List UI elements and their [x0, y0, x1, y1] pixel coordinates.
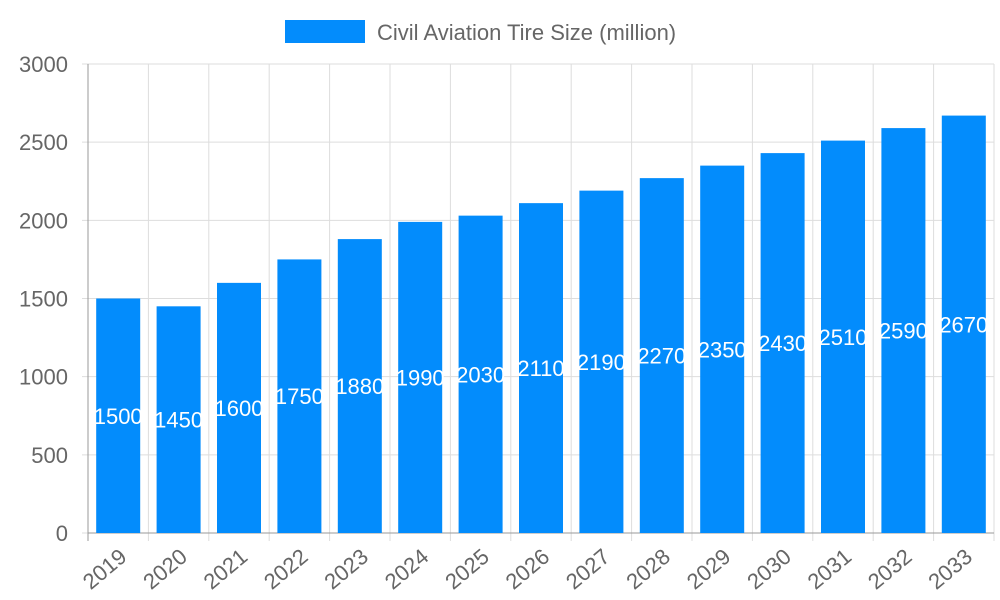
data-label: 2670	[939, 312, 988, 337]
x-tick-label: 2033	[923, 544, 977, 595]
x-tick-label: 2026	[501, 544, 555, 595]
bar	[639, 178, 684, 533]
x-tick-label: 2029	[682, 544, 736, 595]
y-tick-label: 1500	[19, 287, 68, 312]
x-tick-label: 2030	[742, 544, 796, 595]
bar	[760, 153, 805, 534]
y-tick-label: 3000	[19, 52, 68, 77]
data-label: 1750	[275, 384, 324, 409]
y-tick-label: 2000	[19, 208, 68, 233]
bar	[217, 282, 261, 533]
legend-swatch	[285, 20, 365, 43]
data-label: 2030	[456, 362, 505, 387]
x-tick-label: 2023	[319, 544, 373, 595]
grid	[82, 63, 995, 541]
x-axis: 2019 2020 2021 2022 2023 2024 2025 2026 2027 2028…	[78, 544, 977, 595]
x-tick-label: 2028	[621, 544, 675, 595]
data-label: 2350	[698, 337, 747, 362]
bar	[156, 306, 201, 533]
x-tick-label: 2022	[259, 544, 313, 595]
bar	[398, 221, 443, 533]
data-label: 1600	[215, 396, 264, 421]
legend-label: Civil Aviation Tire Size (million)	[377, 20, 676, 45]
x-tick-label: 2031	[803, 544, 857, 595]
bar	[579, 190, 624, 533]
bar	[458, 215, 503, 534]
bar	[277, 259, 322, 533]
bar	[519, 203, 563, 534]
x-tick-label: 2021	[199, 544, 253, 595]
data-label: 2430	[758, 331, 807, 356]
y-axis: 0 500 1000 1500 2000 2500 3000	[19, 52, 68, 546]
y-tick-label: 0	[56, 521, 68, 546]
bar	[881, 128, 926, 533]
bars	[96, 115, 986, 534]
data-label: 1880	[335, 374, 384, 399]
data-label: 2110	[517, 356, 564, 381]
y-tick-label: 1000	[19, 365, 68, 390]
x-tick-label: 2032	[863, 544, 917, 595]
data-label: 1500	[94, 404, 143, 429]
y-tick-label: 2500	[19, 130, 68, 155]
y-tick-label: 500	[31, 443, 68, 468]
bar	[941, 115, 986, 533]
x-tick-label: 2027	[561, 544, 615, 595]
data-label: 2590	[879, 319, 928, 344]
x-tick-label: 2024	[380, 544, 434, 595]
data-label: 2270	[637, 344, 686, 369]
legend[interactable]: Civil Aviation Tire Size (million)	[285, 20, 676, 45]
x-tick-label: 2025	[440, 544, 494, 595]
data-label: 2190	[577, 350, 626, 375]
data-label: 2510	[819, 325, 868, 350]
x-tick-label: 2020	[138, 544, 192, 595]
bar	[821, 140, 865, 533]
data-labels: 1500 1450 1600 1750 1880 1990 2030 2110 2190 2270…	[94, 312, 989, 432]
bar	[700, 165, 745, 533]
data-label: 1450	[154, 408, 203, 433]
x-tick-label: 2019	[78, 544, 132, 595]
bar	[337, 239, 382, 534]
data-label: 1990	[396, 365, 445, 390]
bar	[96, 298, 141, 533]
